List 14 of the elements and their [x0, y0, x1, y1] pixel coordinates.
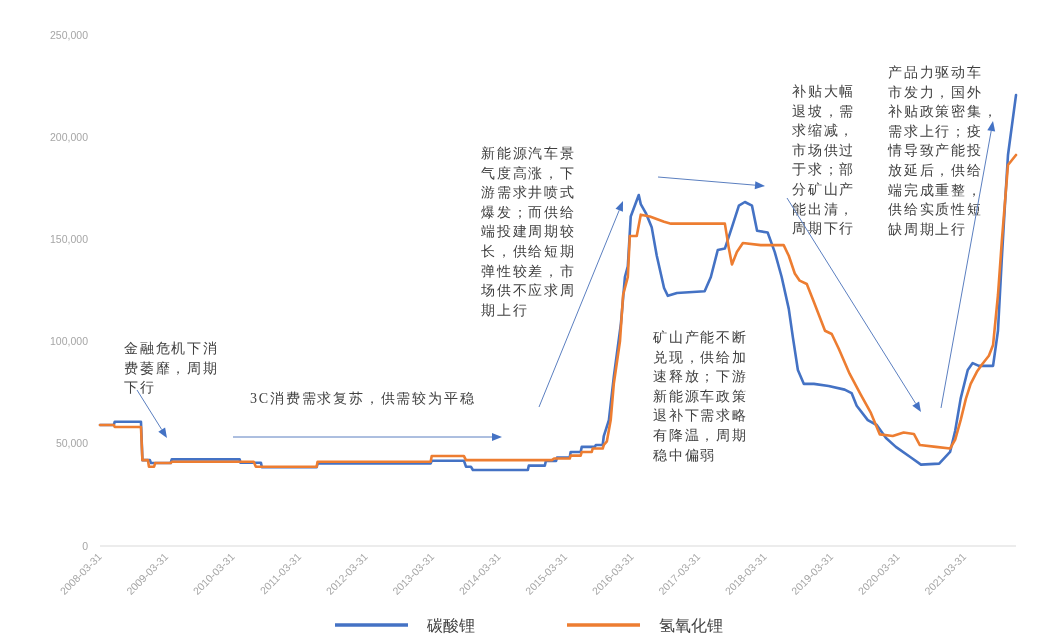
annotation: 矿山产能不断兑现，供给加速释放；下游新能源车政策退补下需求略有降温，周期稳中偏弱 — [652, 329, 748, 463]
text: 产品力驱动车市发力，国外补贴政策密集，需求上行；疫情导致产能投放延后，供给端完成重整，供给实质性短缺周期上行 — [888, 64, 999, 237]
y-tick-label: 200,000 — [50, 130, 89, 143]
y-tick-label: 100,000 — [50, 335, 89, 348]
annotation: 金融危机下消费萎靡，周期下行 — [124, 340, 219, 395]
annotation: 补贴大幅退坡，需求缩减，市场供过于求；部分矿山产能出清，周期下行 — [792, 83, 856, 236]
text: 新能源汽车景气度高涨，下游需求井喷式爆发；而供给端投建周期较长，供给短期弹性较差，市场供不应求周期上行 — [481, 145, 576, 318]
annotation: 3C消费需求复苏，供需较为平稳 — [250, 390, 476, 406]
legend-label: 碳酸锂 — [426, 616, 475, 634]
y-tick-label: 0 — [82, 539, 89, 552]
y-tick-label: 50,000 — [55, 437, 89, 450]
y-tick-label: 250,000 — [50, 28, 89, 41]
legend-label: 氢氧化锂 — [659, 616, 723, 634]
y-tick-label: 150,000 — [50, 232, 89, 245]
